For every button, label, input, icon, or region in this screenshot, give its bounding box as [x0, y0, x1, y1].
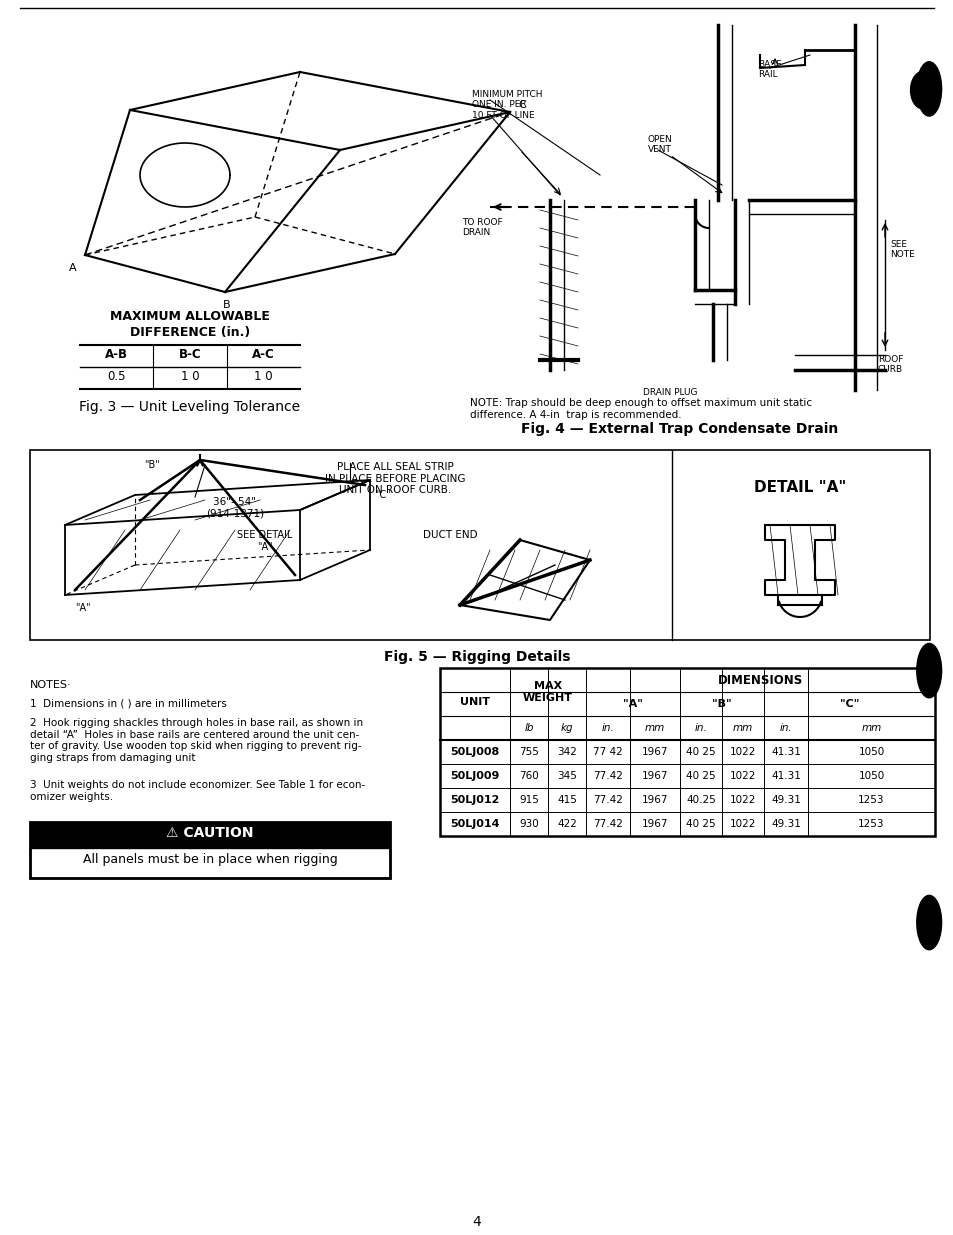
Text: 1253: 1253 — [858, 819, 883, 829]
Text: 1967: 1967 — [641, 747, 667, 757]
Text: BASE
RAIL: BASE RAIL — [758, 61, 781, 79]
Ellipse shape — [916, 895, 941, 950]
Text: A-B: A-B — [105, 348, 128, 361]
Text: 1022: 1022 — [729, 795, 756, 805]
Text: MAXIMUM ALLOWABLE
DIFFERENCE (in.): MAXIMUM ALLOWABLE DIFFERENCE (in.) — [110, 310, 270, 338]
Text: ROOF
CURB: ROOF CURB — [877, 354, 902, 374]
Text: 1 0: 1 0 — [180, 370, 199, 383]
Text: NOTE: Trap should be deep enough to offset maximum unit static
difference. A 4-i: NOTE: Trap should be deep enough to offs… — [470, 398, 811, 420]
Text: A-C: A-C — [252, 348, 274, 361]
Bar — [30, 823, 390, 848]
Text: A: A — [70, 263, 77, 273]
Text: 1967: 1967 — [641, 819, 667, 829]
Text: 915: 915 — [518, 795, 538, 805]
Text: 77 42: 77 42 — [593, 747, 622, 757]
Text: in.: in. — [601, 722, 614, 734]
Text: 415: 415 — [557, 795, 577, 805]
Text: 50LJ009: 50LJ009 — [450, 771, 499, 781]
Text: DIMENSIONS: DIMENSIONS — [717, 673, 802, 687]
Text: in.: in. — [779, 722, 792, 734]
Text: NOTES·: NOTES· — [30, 680, 71, 690]
Text: ⚠ CAUTION: ⚠ CAUTION — [166, 826, 253, 840]
Text: "A": "A" — [622, 699, 642, 709]
Text: SEE
NOTE: SEE NOTE — [889, 240, 914, 259]
Text: 50LJ012: 50LJ012 — [450, 795, 499, 805]
Text: MINIMUM PITCH
ONE IN. PER
10 FT OF LINE: MINIMUM PITCH ONE IN. PER 10 FT OF LINE — [472, 90, 542, 120]
Text: 77.42: 77.42 — [593, 771, 622, 781]
Text: 1050: 1050 — [858, 771, 883, 781]
Text: 41.31: 41.31 — [770, 771, 801, 781]
Bar — [439, 668, 934, 836]
Text: 1050: 1050 — [858, 747, 883, 757]
Text: 50LJ014: 50LJ014 — [450, 819, 499, 829]
Text: 422: 422 — [557, 819, 577, 829]
Text: 760: 760 — [518, 771, 538, 781]
Text: 40.25: 40.25 — [685, 795, 715, 805]
Text: 77.42: 77.42 — [593, 819, 622, 829]
Text: MAX
WEIGHT: MAX WEIGHT — [522, 682, 573, 703]
Text: 1967: 1967 — [641, 771, 667, 781]
Text: "B": "B" — [144, 459, 160, 471]
Text: 40 25: 40 25 — [685, 747, 715, 757]
Text: C: C — [517, 100, 525, 110]
Text: "B": "B" — [712, 699, 731, 709]
Text: "C": "C" — [375, 490, 391, 500]
Text: kg: kg — [560, 722, 573, 734]
Bar — [30, 848, 390, 878]
Text: 49.31: 49.31 — [770, 819, 801, 829]
Text: 0.5: 0.5 — [108, 370, 126, 383]
Text: 1 0: 1 0 — [253, 370, 273, 383]
Text: 345: 345 — [557, 771, 577, 781]
Text: 1022: 1022 — [729, 771, 756, 781]
Text: 342: 342 — [557, 747, 577, 757]
Text: mm: mm — [861, 722, 881, 734]
Text: 77.42: 77.42 — [593, 795, 622, 805]
Bar — [30, 823, 390, 878]
Text: Fig. 3 — Unit Leveling Tolerance: Fig. 3 — Unit Leveling Tolerance — [79, 400, 300, 414]
Text: Fig. 4 — External Trap Condensate Drain: Fig. 4 — External Trap Condensate Drain — [521, 422, 838, 436]
Text: DRAIN PLUG: DRAIN PLUG — [642, 388, 697, 396]
Text: All panels must be in place when rigging: All panels must be in place when rigging — [83, 853, 337, 866]
Text: 36"- 54"
(914-1371): 36"- 54" (914-1371) — [206, 496, 264, 519]
Text: TO ROOF
DRAIN: TO ROOF DRAIN — [461, 219, 502, 237]
Text: 1  Dimensions in ( ) are in millimeters: 1 Dimensions in ( ) are in millimeters — [30, 698, 227, 708]
Text: 1022: 1022 — [729, 819, 756, 829]
Text: 1253: 1253 — [858, 795, 883, 805]
Text: PLACE ALL SEAL STRIP
IN PLACE BEFORE PLACING
UNIT ON ROOF CURB.: PLACE ALL SEAL STRIP IN PLACE BEFORE PLA… — [324, 462, 465, 495]
Text: mm: mm — [644, 722, 664, 734]
Text: OPEN
VENT: OPEN VENT — [647, 135, 672, 154]
Text: lb: lb — [524, 722, 533, 734]
Text: 2  Hook rigging shackles through holes in base rail, as shown in
detail “A”  Hol: 2 Hook rigging shackles through holes in… — [30, 718, 363, 763]
Text: UNIT: UNIT — [459, 697, 490, 706]
Ellipse shape — [916, 62, 941, 116]
Text: "C": "C" — [839, 699, 859, 709]
Text: 1022: 1022 — [729, 747, 756, 757]
Text: mm: mm — [732, 722, 752, 734]
Bar — [30, 450, 929, 640]
Text: 1967: 1967 — [641, 795, 667, 805]
Text: 50LJ008: 50LJ008 — [450, 747, 499, 757]
Text: in.: in. — [694, 722, 706, 734]
Text: SEE DETAIL
"A": SEE DETAIL "A" — [237, 530, 293, 552]
Ellipse shape — [909, 72, 933, 109]
Text: B-C: B-C — [178, 348, 201, 361]
Text: B: B — [223, 300, 231, 310]
Text: 49.31: 49.31 — [770, 795, 801, 805]
Text: 41.31: 41.31 — [770, 747, 801, 757]
Text: 3  Unit weights do not include economizer. See Table 1 for econ-
omizer weights.: 3 Unit weights do not include economizer… — [30, 781, 365, 802]
Text: Fig. 5 — Rigging Details: Fig. 5 — Rigging Details — [383, 650, 570, 664]
Text: 40 25: 40 25 — [685, 819, 715, 829]
Text: 755: 755 — [518, 747, 538, 757]
Text: 40 25: 40 25 — [685, 771, 715, 781]
Text: 4: 4 — [472, 1215, 481, 1229]
Text: 930: 930 — [518, 819, 538, 829]
Text: DUCT END: DUCT END — [422, 530, 476, 540]
Text: "A": "A" — [75, 603, 91, 613]
Ellipse shape — [916, 643, 941, 698]
Text: DETAIL "A": DETAIL "A" — [753, 480, 845, 495]
